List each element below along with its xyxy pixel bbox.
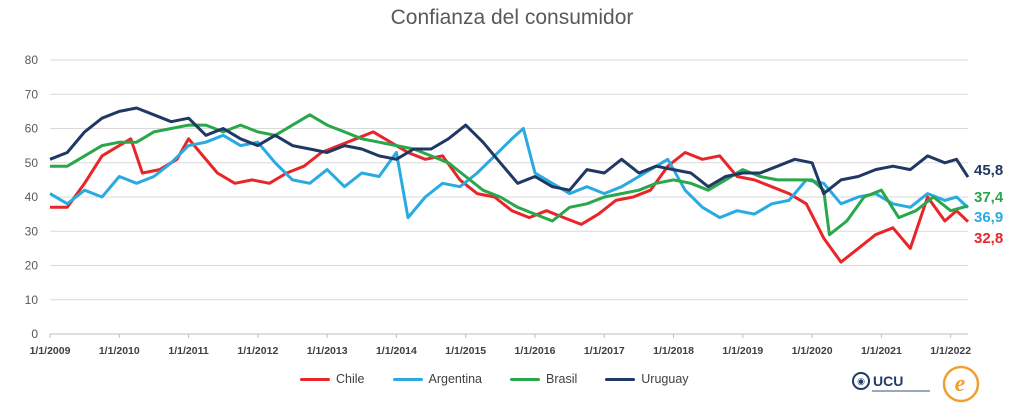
legend-swatch xyxy=(392,377,423,381)
x-tick-label: 1/1/2021 xyxy=(861,345,902,357)
legend-swatch xyxy=(300,377,330,381)
end-label-chile: 32,8 xyxy=(974,230,1003,247)
e-logo-icon: e xyxy=(942,365,980,403)
legend-swatch xyxy=(510,377,541,381)
legend-label: Argentina xyxy=(428,372,483,386)
y-tick-label: 80 xyxy=(25,53,39,67)
x-tick-label: 1/1/2019 xyxy=(722,345,763,357)
e-logo-letter: e xyxy=(955,371,966,397)
legend-item-uruguay: Uruguay xyxy=(605,372,689,386)
x-tick-label: 1/1/2012 xyxy=(237,345,278,357)
y-tick-label: 50 xyxy=(25,156,39,170)
x-tick-label: 1/1/2010 xyxy=(99,345,140,357)
end-label-brasil: 37,4 xyxy=(974,189,1004,206)
x-tick-label: 1/1/2020 xyxy=(792,345,833,357)
x-tick-label: 1/1/2017 xyxy=(584,345,625,357)
ucu-logo-text: UCU xyxy=(873,373,904,389)
legend-item-argentina: Argentina xyxy=(392,372,483,386)
legend-label: Chile xyxy=(336,372,365,386)
x-tick-label: 1/1/2022 xyxy=(930,345,971,357)
series-line-chile xyxy=(50,130,970,264)
chart-title: Confianza del consumidor xyxy=(390,6,634,29)
legend-item-chile: Chile xyxy=(300,372,365,386)
x-tick-label: 1/1/2009 xyxy=(30,345,71,357)
x-tick-label: 1/1/2013 xyxy=(307,345,348,357)
x-tick-label: 1/1/2011 xyxy=(168,345,208,357)
ucu-seal-icon: ◉ xyxy=(852,372,870,390)
y-tick-label: 30 xyxy=(25,224,39,238)
legend-label: Uruguay xyxy=(641,372,689,386)
ucu-logo-underline xyxy=(872,390,930,392)
series-line-uruguay xyxy=(49,106,970,196)
y-tick-label: 40 xyxy=(25,190,39,204)
x-tick-label: 1/1/2015 xyxy=(445,345,486,357)
legend-label: Brasil xyxy=(546,372,578,386)
y-tick-label: 10 xyxy=(25,293,39,307)
legend-swatch xyxy=(605,377,636,381)
end-label-uruguay: 45,8 xyxy=(974,162,1003,179)
x-tick-label: 1/1/2018 xyxy=(653,345,694,357)
end-label-argentina: 36,9 xyxy=(974,209,1003,226)
y-tick-label: 0 xyxy=(31,327,38,341)
y-tick-label: 70 xyxy=(25,87,39,101)
legend-item-brasil: Brasil xyxy=(510,372,577,386)
x-tick-label: 1/1/2016 xyxy=(515,345,556,357)
ucu-logo: ◉ UCU xyxy=(852,366,932,396)
chart-legend: Chile Argentina Brasil Uruguay xyxy=(300,372,689,386)
x-tick-label: 1/1/2014 xyxy=(376,345,417,357)
y-tick-label: 60 xyxy=(25,122,39,136)
y-tick-label: 20 xyxy=(25,259,39,273)
